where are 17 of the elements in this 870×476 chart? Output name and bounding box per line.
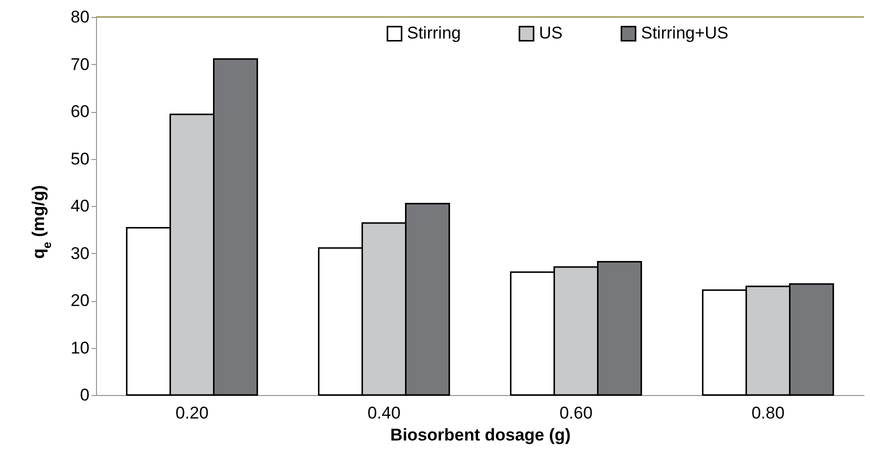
x-tick-label: 0.20: [175, 404, 209, 422]
y-tick-label: 20: [70, 291, 90, 310]
x-tick-label: 0.60: [559, 404, 593, 422]
y-tick-label: 40: [70, 196, 90, 216]
x-axis-title: Biosorbent dosage (g): [390, 426, 571, 444]
y-tick-label: 80: [70, 8, 90, 26]
x-tick-label: 0.80: [751, 404, 785, 422]
y-tick-label: 10: [70, 338, 90, 358]
y-tick-label: 70: [70, 54, 90, 74]
legend-label: Stirring+US: [641, 24, 728, 43]
y-tick-label: 30: [70, 244, 90, 263]
y-tick-label: 0: [80, 386, 90, 404]
y-tick-label: 60: [70, 102, 90, 121]
legend-label: Stirring: [407, 24, 461, 43]
legend-label: US: [539, 24, 563, 43]
y-tick-label: 50: [70, 149, 90, 168]
x-tick-label: 0.40: [367, 404, 401, 422]
